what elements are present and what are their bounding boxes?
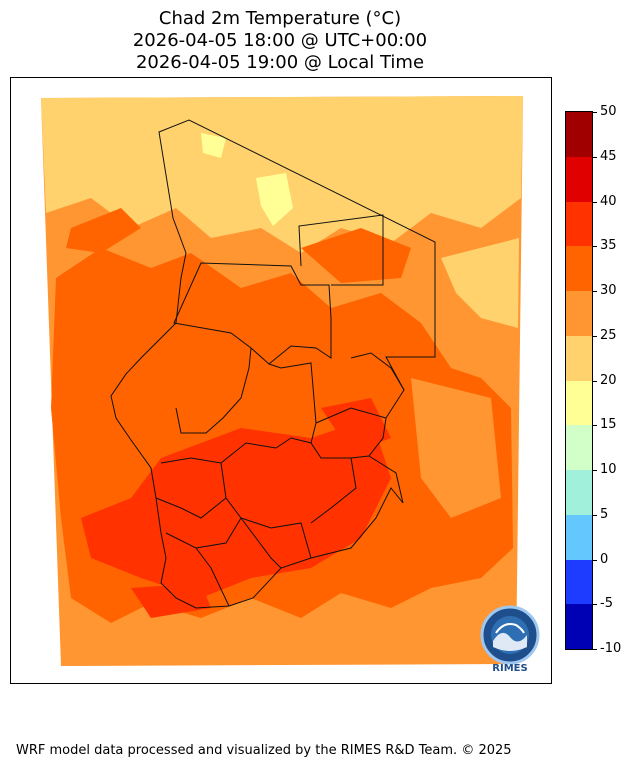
colorbar-tick-label: 25 [600, 327, 617, 343]
province-border [175, 347, 252, 434]
colorbar-segment [566, 335, 592, 381]
colorbar-tick [593, 559, 597, 561]
colorbar-segment [566, 469, 592, 515]
temp-zone-20-25 [441, 238, 519, 328]
admin-borders [110, 119, 436, 609]
colorbar-segment [566, 156, 592, 202]
colorbar-segment [566, 111, 592, 157]
colorbar-segment [566, 380, 592, 426]
province-border [195, 517, 242, 549]
colorbar-tick-label: -5 [600, 596, 613, 612]
colorbar-tick-label: 35 [600, 238, 617, 254]
province-border [350, 352, 405, 391]
temp-zone-30-35 [66, 208, 141, 253]
province-border [240, 517, 282, 569]
temp-zone-15-20 [201, 133, 226, 158]
colorbar-segment [566, 514, 592, 560]
colorbar-tick-label: 0 [600, 551, 609, 567]
temp-zone-35-40 [131, 583, 211, 618]
rimes-logo-text: RIMES [492, 663, 527, 673]
colorbar-tick-label: 40 [600, 193, 617, 209]
rimes-globe-logo-icon: RIMES [480, 605, 540, 674]
province-border [310, 457, 357, 524]
temp-zone-15-20 [256, 173, 293, 226]
province-border [165, 532, 230, 607]
colorbar-tick [593, 156, 597, 158]
rimes-logo: RIMES [478, 603, 542, 674]
map-title-line3: 2026-04-05 19:00 @ Local Time [135, 52, 425, 73]
colorbar-tick-label: -10 [600, 641, 622, 656]
province-border [220, 462, 312, 559]
colorbar-segment [566, 246, 592, 291]
colorbar-tick [593, 246, 597, 248]
colorbar-tick [593, 380, 597, 382]
colorbar-tick-label: 45 [600, 148, 617, 164]
province-border [268, 362, 317, 444]
footer-credit: WRF model data processed and visualized … [16, 743, 512, 758]
map-panel [10, 77, 552, 684]
map-title-line2: 2026-04-05 18:00 @ UTC+00:00 [132, 30, 428, 51]
colorbar-tick [593, 470, 597, 471]
province-border [298, 214, 384, 286]
province-border [315, 407, 387, 424]
colorbar-segment [566, 559, 592, 605]
colorbar-tick [593, 604, 597, 606]
colorbar-tick-label: 15 [600, 417, 617, 433]
colorbar [565, 111, 593, 650]
colorbar-tick [593, 514, 597, 516]
colorbar-tick [593, 201, 597, 203]
colorbar-tick [593, 335, 597, 337]
colorbar-segment [566, 290, 592, 336]
temperature-map [41, 96, 523, 666]
temp-zone-25-30 [411, 378, 501, 518]
colorbar-segment [566, 201, 592, 247]
colorbar-segment [566, 604, 592, 649]
temp-zone-35-40 [81, 418, 391, 598]
province-border [155, 497, 227, 519]
colorbar-segment [566, 425, 592, 470]
colorbar-tick-label: 30 [600, 283, 617, 298]
temp-zone-35-40 [321, 398, 391, 453]
colorbar-tick [593, 649, 597, 650]
province-border [160, 437, 370, 464]
colorbar-tick [593, 112, 597, 113]
colorbar-tick-label: 5 [600, 506, 609, 522]
colorbar-tick [593, 425, 597, 427]
map-title-line1: Chad 2m Temperature (°C) [158, 8, 402, 29]
colorbar-tick [593, 291, 597, 292]
colorbar-tick-label: 50 [600, 104, 617, 119]
colorbar-tick-label: 20 [600, 372, 617, 388]
colorbar-tick-label: 10 [600, 462, 617, 477]
